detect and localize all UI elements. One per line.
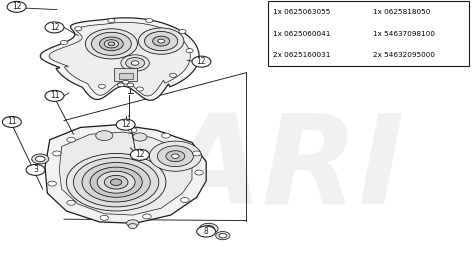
Circle shape (66, 153, 166, 211)
Text: 12: 12 (135, 150, 145, 159)
Text: 12: 12 (50, 23, 59, 32)
Circle shape (138, 28, 184, 54)
Circle shape (7, 1, 26, 12)
Circle shape (181, 198, 189, 202)
Text: 11: 11 (50, 92, 59, 100)
Circle shape (126, 58, 145, 68)
Circle shape (36, 156, 45, 162)
Circle shape (162, 133, 170, 138)
Circle shape (108, 18, 115, 23)
Circle shape (82, 162, 150, 202)
Circle shape (108, 42, 115, 46)
Circle shape (45, 90, 64, 101)
Circle shape (153, 36, 170, 46)
Circle shape (128, 128, 137, 133)
Text: 11: 11 (7, 118, 17, 126)
Circle shape (145, 32, 178, 51)
Circle shape (32, 154, 49, 164)
Text: 1x 0625060041: 1x 0625060041 (273, 31, 331, 36)
Polygon shape (59, 132, 192, 215)
Circle shape (127, 83, 134, 87)
Circle shape (67, 137, 75, 142)
Circle shape (179, 29, 186, 34)
Bar (114, 68, 137, 81)
Circle shape (186, 49, 193, 53)
Circle shape (73, 158, 159, 207)
Circle shape (48, 181, 56, 186)
Circle shape (45, 22, 64, 33)
Text: 1x 54637098100: 1x 54637098100 (373, 31, 435, 36)
Circle shape (219, 233, 227, 238)
Circle shape (199, 223, 218, 234)
Circle shape (104, 175, 128, 189)
Circle shape (157, 146, 193, 167)
Circle shape (75, 27, 82, 31)
Circle shape (100, 215, 109, 220)
Circle shape (197, 226, 216, 237)
Bar (118, 73, 133, 79)
Circle shape (192, 151, 201, 156)
Circle shape (195, 170, 203, 175)
Polygon shape (49, 22, 190, 96)
Text: ARI: ARI (164, 109, 404, 230)
Circle shape (192, 56, 211, 67)
Text: 3: 3 (33, 165, 38, 174)
Circle shape (53, 151, 61, 156)
Circle shape (143, 214, 151, 219)
Circle shape (110, 179, 122, 185)
Text: 2x 54632095000: 2x 54632095000 (373, 52, 435, 58)
Text: 12: 12 (197, 57, 206, 66)
Circle shape (99, 84, 105, 88)
Circle shape (90, 167, 142, 197)
Circle shape (61, 40, 68, 44)
Circle shape (91, 32, 131, 55)
Bar (268, 1, 469, 66)
Text: 12: 12 (121, 120, 130, 129)
Circle shape (133, 133, 147, 141)
Polygon shape (40, 18, 199, 100)
Circle shape (128, 224, 137, 229)
Circle shape (118, 83, 124, 87)
Circle shape (149, 141, 201, 171)
Circle shape (158, 39, 164, 43)
Circle shape (104, 40, 118, 48)
Circle shape (166, 151, 185, 162)
Circle shape (169, 73, 176, 77)
Circle shape (146, 18, 153, 23)
Polygon shape (45, 125, 206, 223)
Circle shape (116, 119, 135, 130)
Circle shape (216, 232, 230, 240)
Circle shape (137, 87, 143, 91)
Circle shape (122, 80, 129, 84)
Circle shape (26, 164, 45, 175)
Circle shape (203, 226, 214, 232)
Circle shape (100, 37, 123, 51)
Circle shape (67, 200, 75, 205)
Circle shape (2, 116, 21, 127)
Circle shape (127, 220, 139, 227)
Text: 8: 8 (204, 227, 209, 236)
Circle shape (121, 55, 149, 71)
Circle shape (130, 149, 149, 160)
Circle shape (131, 61, 139, 65)
Circle shape (96, 131, 113, 141)
Text: 1x 0625818050: 1x 0625818050 (373, 9, 431, 15)
Circle shape (97, 171, 135, 193)
Text: 12: 12 (12, 2, 21, 11)
Text: 1x 0625063055: 1x 0625063055 (273, 9, 331, 15)
Circle shape (206, 227, 211, 230)
Circle shape (172, 154, 179, 158)
Text: 2x 0625160031: 2x 0625160031 (273, 52, 331, 58)
Circle shape (85, 29, 137, 59)
